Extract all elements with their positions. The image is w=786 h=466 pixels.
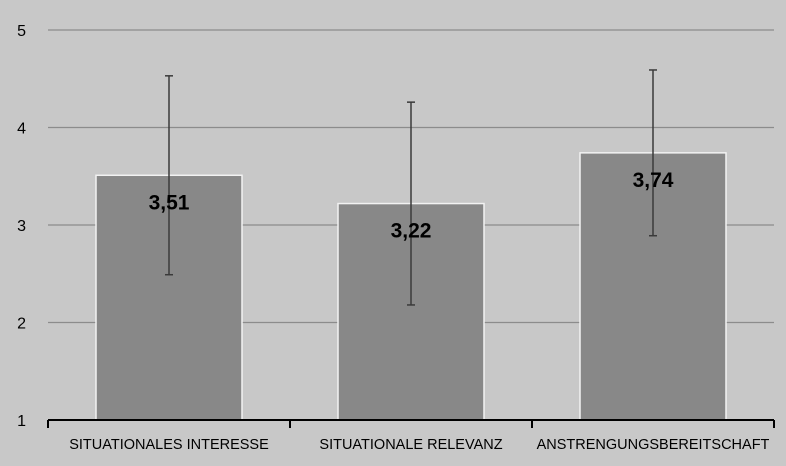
data-label: 3,51 <box>149 191 190 214</box>
y-tick-label: 5 <box>17 23 26 40</box>
tick-labels: 1 2 3 4 5 SITUATIONALES INTERESSE SITUATIONALE… <box>17 23 769 453</box>
y-tick-label: 1 <box>17 413 26 430</box>
error-bars <box>165 69 657 306</box>
y-tick-label: 4 <box>17 121 26 138</box>
data-label: 3,74 <box>633 169 674 192</box>
data-labels: 3,51 3,22 3,74 <box>149 169 674 243</box>
x-tick-label: ANSTRENGUNGSBEREITSCHAFT <box>537 437 770 453</box>
x-tick-label: SITUATIONALE RELEVANZ <box>319 437 502 453</box>
axes <box>47 419 775 428</box>
y-tick-label: 3 <box>17 218 26 235</box>
data-label: 3,22 <box>391 220 432 243</box>
x-tick-label: SITUATIONALES INTERESSE <box>69 437 269 453</box>
y-tick-label: 2 <box>17 316 26 333</box>
